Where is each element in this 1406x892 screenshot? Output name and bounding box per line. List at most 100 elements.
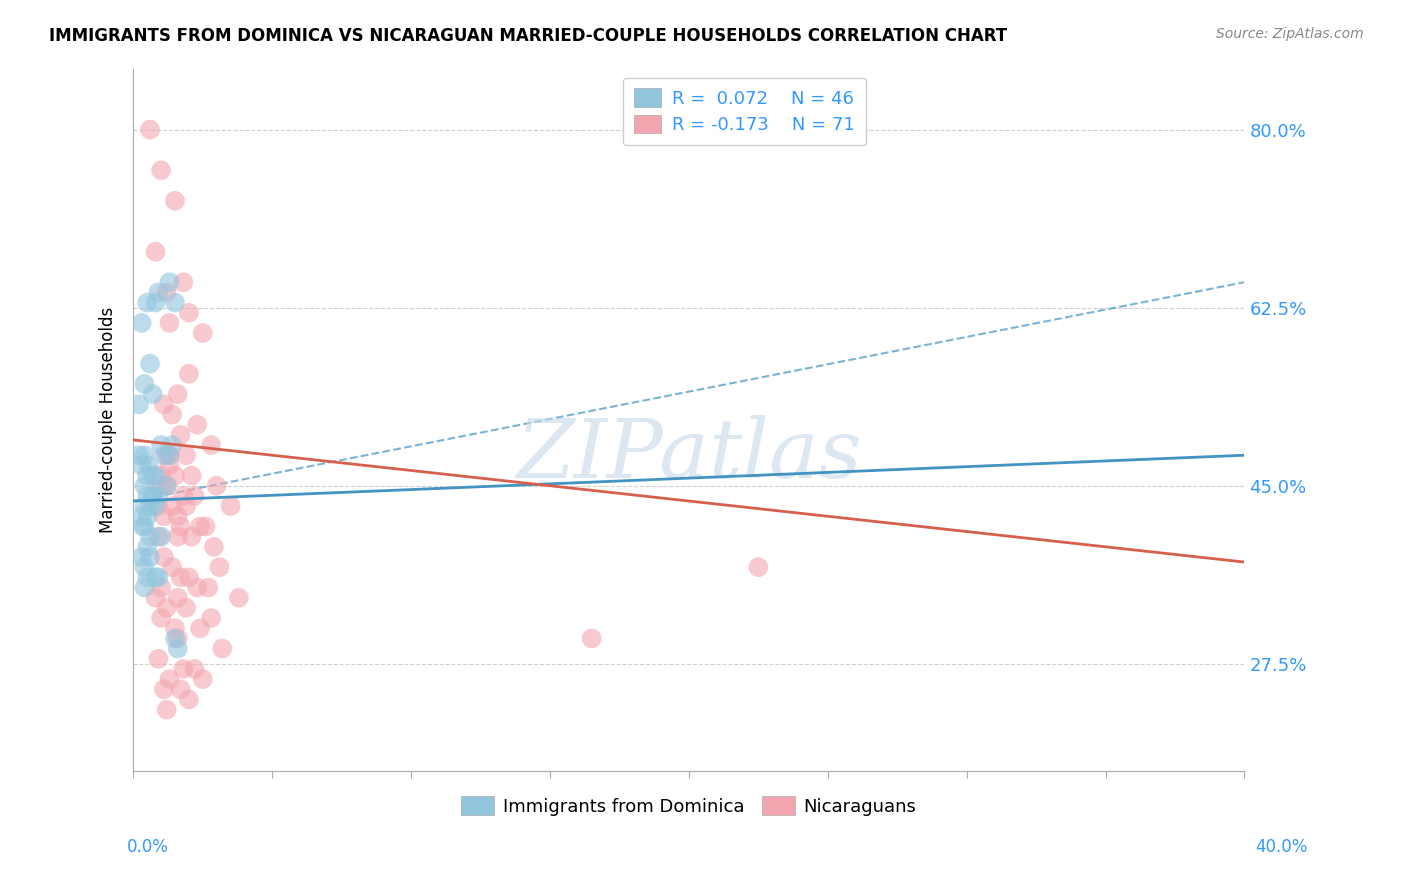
Point bbox=[156, 285, 179, 300]
Text: Source: ZipAtlas.com: Source: ZipAtlas.com bbox=[1216, 27, 1364, 41]
Point bbox=[169, 570, 191, 584]
Point bbox=[148, 499, 170, 513]
Point bbox=[180, 468, 202, 483]
Point bbox=[148, 652, 170, 666]
Point bbox=[166, 641, 188, 656]
Point bbox=[153, 549, 176, 564]
Text: ZIPatlas: ZIPatlas bbox=[516, 415, 862, 495]
Point bbox=[134, 479, 156, 493]
Point bbox=[197, 581, 219, 595]
Point bbox=[183, 489, 205, 503]
Point bbox=[136, 509, 159, 524]
Point bbox=[148, 570, 170, 584]
Point bbox=[581, 632, 603, 646]
Point bbox=[131, 549, 153, 564]
Point bbox=[142, 489, 165, 503]
Point bbox=[136, 295, 159, 310]
Point bbox=[131, 509, 153, 524]
Point bbox=[177, 367, 200, 381]
Point bbox=[134, 519, 156, 533]
Point bbox=[163, 621, 186, 635]
Point bbox=[177, 306, 200, 320]
Point bbox=[159, 448, 181, 462]
Point bbox=[156, 479, 179, 493]
Point bbox=[747, 560, 769, 574]
Point bbox=[172, 489, 194, 503]
Point bbox=[208, 560, 231, 574]
Point bbox=[169, 428, 191, 442]
Point bbox=[150, 438, 173, 452]
Point bbox=[145, 499, 167, 513]
Point bbox=[177, 570, 200, 584]
Point bbox=[156, 448, 179, 462]
Point bbox=[163, 194, 186, 208]
Point bbox=[186, 417, 208, 432]
Point bbox=[148, 530, 170, 544]
Point bbox=[180, 530, 202, 544]
Point bbox=[145, 295, 167, 310]
Point bbox=[169, 682, 191, 697]
Point bbox=[183, 662, 205, 676]
Point bbox=[200, 611, 222, 625]
Point bbox=[139, 549, 162, 564]
Point bbox=[148, 285, 170, 300]
Point bbox=[166, 632, 188, 646]
Point bbox=[166, 530, 188, 544]
Point bbox=[132, 519, 155, 533]
Point bbox=[174, 499, 197, 513]
Point bbox=[186, 581, 208, 595]
Point bbox=[172, 275, 194, 289]
Y-axis label: Married-couple Households: Married-couple Households bbox=[100, 307, 117, 533]
Point bbox=[166, 509, 188, 524]
Point bbox=[159, 448, 181, 462]
Point bbox=[219, 499, 242, 513]
Point bbox=[163, 632, 186, 646]
Point bbox=[150, 530, 173, 544]
Point bbox=[136, 540, 159, 554]
Point bbox=[153, 509, 176, 524]
Point bbox=[142, 468, 165, 483]
Point bbox=[172, 662, 194, 676]
Point bbox=[136, 468, 159, 483]
Point bbox=[136, 489, 159, 503]
Point bbox=[191, 672, 214, 686]
Point bbox=[128, 448, 150, 462]
Text: 40.0%: 40.0% bbox=[1256, 838, 1308, 856]
Point bbox=[160, 408, 183, 422]
Point bbox=[150, 611, 173, 625]
Point bbox=[134, 499, 156, 513]
Point bbox=[142, 387, 165, 401]
Point bbox=[134, 581, 156, 595]
Point bbox=[150, 163, 173, 178]
Point bbox=[131, 458, 153, 473]
Point bbox=[211, 641, 233, 656]
Point bbox=[150, 581, 173, 595]
Text: IMMIGRANTS FROM DOMINICA VS NICARAGUAN MARRIED-COUPLE HOUSEHOLDS CORRELATION CHA: IMMIGRANTS FROM DOMINICA VS NICARAGUAN M… bbox=[49, 27, 1007, 45]
Point bbox=[134, 560, 156, 574]
Point bbox=[139, 530, 162, 544]
Point bbox=[156, 479, 179, 493]
Point bbox=[159, 672, 181, 686]
Point bbox=[163, 295, 186, 310]
Point bbox=[148, 489, 170, 503]
Point bbox=[163, 468, 186, 483]
Point bbox=[191, 326, 214, 340]
Point bbox=[150, 468, 173, 483]
Point bbox=[160, 560, 183, 574]
Point bbox=[159, 316, 181, 330]
Text: 0.0%: 0.0% bbox=[127, 838, 169, 856]
Point bbox=[174, 600, 197, 615]
Point bbox=[166, 387, 188, 401]
Point bbox=[139, 499, 162, 513]
Point bbox=[145, 468, 167, 483]
Point bbox=[174, 448, 197, 462]
Point bbox=[145, 570, 167, 584]
Point bbox=[228, 591, 250, 605]
Point bbox=[159, 458, 181, 473]
Point bbox=[205, 479, 228, 493]
Point bbox=[160, 499, 183, 513]
Point bbox=[138, 458, 160, 473]
Point bbox=[153, 682, 176, 697]
Point bbox=[194, 519, 217, 533]
Point bbox=[200, 438, 222, 452]
